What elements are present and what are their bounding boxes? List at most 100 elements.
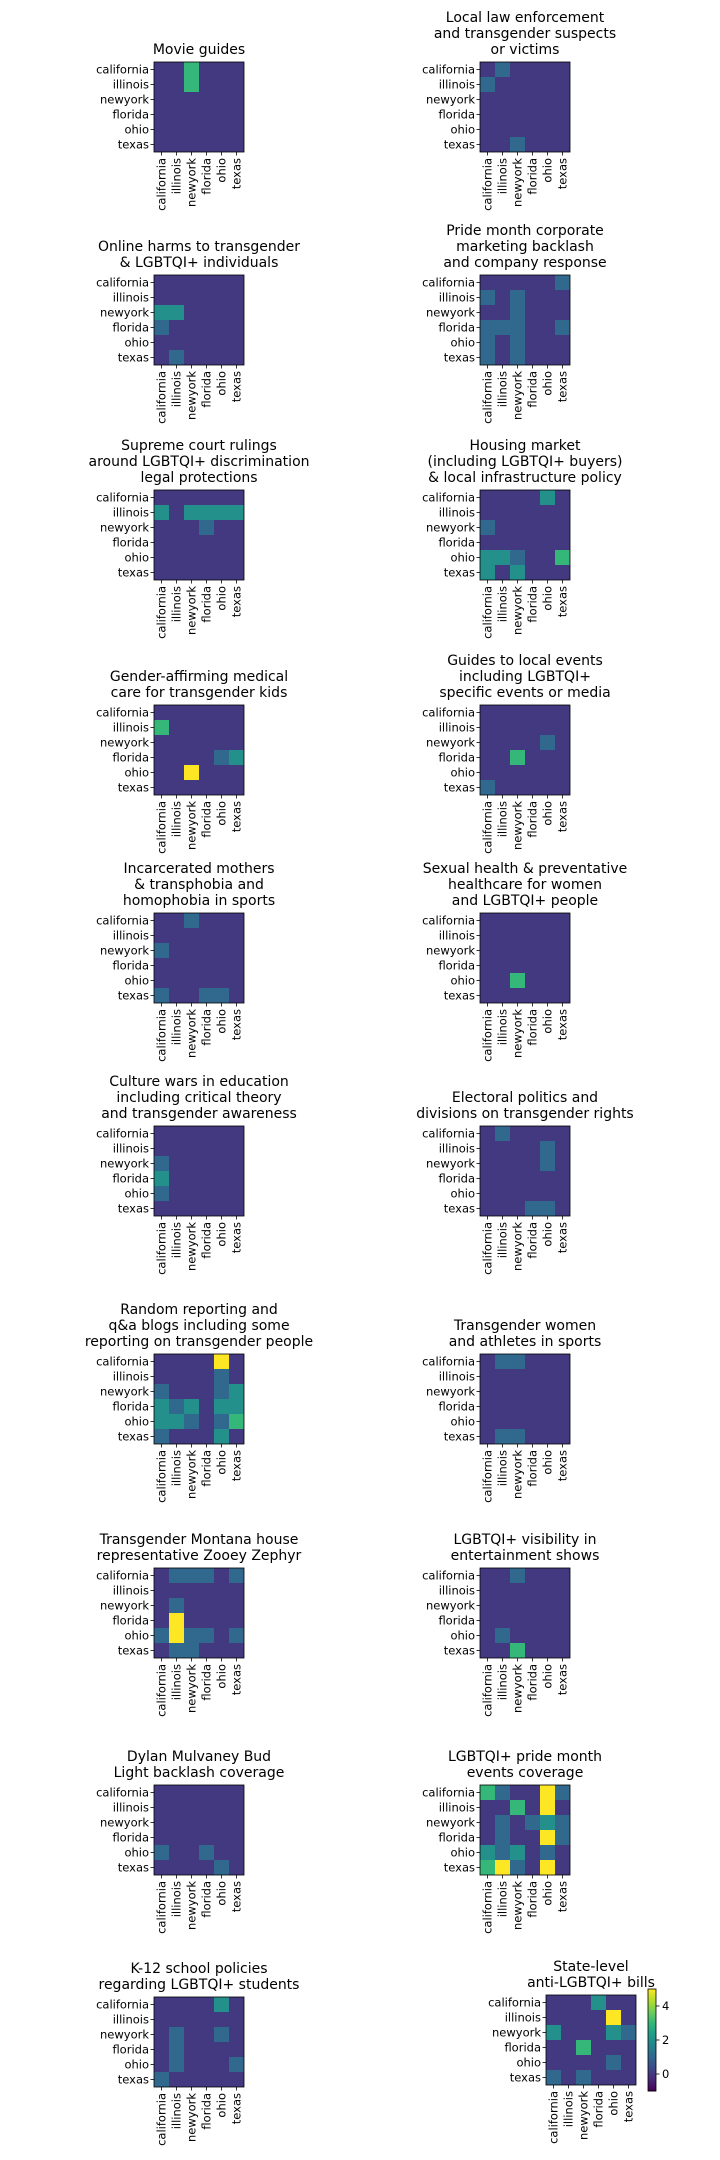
heatmap-cell (229, 720, 244, 735)
heatmap-cell (184, 290, 199, 305)
heatmap-cell (229, 1186, 244, 1201)
y-tick-label: texas (118, 138, 149, 152)
heatmap-cell (495, 1369, 510, 1384)
heatmap-cell (480, 350, 495, 365)
heatmap-cell (154, 77, 169, 92)
panel-title-line: Movie guides (153, 42, 245, 58)
heatmap-cell (510, 1354, 525, 1369)
y-tick-label: illinois (113, 2013, 149, 2027)
heatmap-cell (184, 1399, 199, 1414)
heatmap-cell (495, 1186, 510, 1201)
heatmap-cell (525, 1800, 540, 1815)
x-tick-label: texas (556, 158, 570, 189)
heatmap-cell (540, 1628, 555, 1643)
y-tick-label: newyork (426, 944, 475, 958)
heatmap-cell (480, 92, 495, 107)
heatmap-cell (184, 1643, 199, 1658)
heatmap-cell (184, 1201, 199, 1216)
heatmap-cell (199, 2012, 214, 2027)
x-tick-label: ohio (215, 801, 229, 826)
heatmap-cell (525, 1186, 540, 1201)
heatmap-cell (229, 1369, 244, 1384)
heatmap-cell (525, 1399, 540, 1414)
heatmap-cell (510, 958, 525, 973)
x-tick-label: ohio (541, 371, 555, 396)
heatmap-cell (555, 1201, 570, 1216)
heatmap-cell (169, 735, 184, 750)
heatmap-cell (229, 2012, 244, 2027)
y-tick-label: texas (444, 989, 475, 1003)
heatmap-cell (540, 535, 555, 550)
heatmap-cell (555, 988, 570, 1003)
colorbar-segment (648, 2026, 656, 2029)
heatmap-cell (546, 2010, 561, 2025)
heatmap-cell (540, 1583, 555, 1598)
heatmap-cell (510, 92, 525, 107)
y-tick-label: texas (444, 781, 475, 795)
colorbar-segment (648, 2079, 656, 2082)
heatmap-cell (540, 705, 555, 720)
heatmap-cell (540, 1785, 555, 1800)
panel-title-line: Online harms to transgender (98, 239, 300, 255)
heatmap-cell (621, 2010, 636, 2025)
heatmap-cell (154, 720, 169, 735)
x-tick-label: texas (230, 2093, 244, 2124)
heatmap-cell (510, 350, 525, 365)
y-tick-label: ohio (124, 551, 149, 565)
y-tick-label: illinois (439, 1584, 475, 1598)
heatmap-cell (510, 780, 525, 795)
heatmap-cell (510, 1369, 525, 1384)
heatmap-cell (184, 107, 199, 122)
heatmap-cell (214, 1628, 229, 1643)
panel-title-line: including critical theory (116, 1090, 281, 1106)
colorbar-segment (648, 2034, 656, 2038)
heatmap-cell (184, 305, 199, 320)
heatmap-cell (184, 1369, 199, 1384)
heatmap-cell (555, 320, 570, 335)
y-tick-label: texas (118, 1202, 149, 1216)
y-tick-label: california (96, 706, 149, 720)
x-tick-label: ohio (541, 1664, 555, 1689)
y-tick-label: texas (444, 1861, 475, 1875)
heatmap-cell (199, 1845, 214, 1860)
x-tick-label: california (155, 1881, 169, 1934)
heatmap-cell (229, 1598, 244, 1613)
panel-frame (479, 1353, 571, 1445)
heatmap-cell (495, 1815, 510, 1830)
heatmap-cell (540, 973, 555, 988)
heatmap-cell (154, 1830, 169, 1845)
heatmap-cell (199, 2027, 214, 2042)
y-tick-label: florida (112, 1400, 149, 1414)
heatmap-cell (525, 1583, 540, 1598)
heatmap-cell (510, 1384, 525, 1399)
heatmap-cell (495, 565, 510, 580)
y-tick-label: ohio (124, 974, 149, 988)
heatmap-cell (480, 1156, 495, 1171)
heatmap-cell (495, 973, 510, 988)
heatmap-cell (495, 1126, 510, 1141)
heatmap-cell (169, 1126, 184, 1141)
heatmap-cell (199, 520, 214, 535)
heatmap-cell (154, 1568, 169, 1583)
heatmap-cell (510, 320, 525, 335)
colorbar-segment (648, 1995, 656, 1998)
heatmap-cell (621, 1995, 636, 2010)
colorbar-segment (648, 2053, 656, 2056)
heatmap-cell (169, 275, 184, 290)
y-tick-label: newyork (426, 306, 475, 320)
heatmap-cell (154, 62, 169, 77)
heatmap-cell (214, 928, 229, 943)
heatmap-cell (540, 1156, 555, 1171)
x-tick-label: california (481, 1881, 495, 1934)
heatmap-cell (495, 92, 510, 107)
heatmap-cell (154, 290, 169, 305)
x-tick-label: ohio (215, 586, 229, 611)
heatmap-cell (495, 780, 510, 795)
heatmap-cell (214, 1414, 229, 1429)
colorbar-segment (648, 1997, 656, 2000)
heatmap-cell (229, 335, 244, 350)
heatmap-cell (510, 275, 525, 290)
x-tick-label: florida (200, 1881, 214, 1918)
heatmap-cell (555, 1568, 570, 1583)
panel-title-line: events coverage (467, 1765, 584, 1781)
